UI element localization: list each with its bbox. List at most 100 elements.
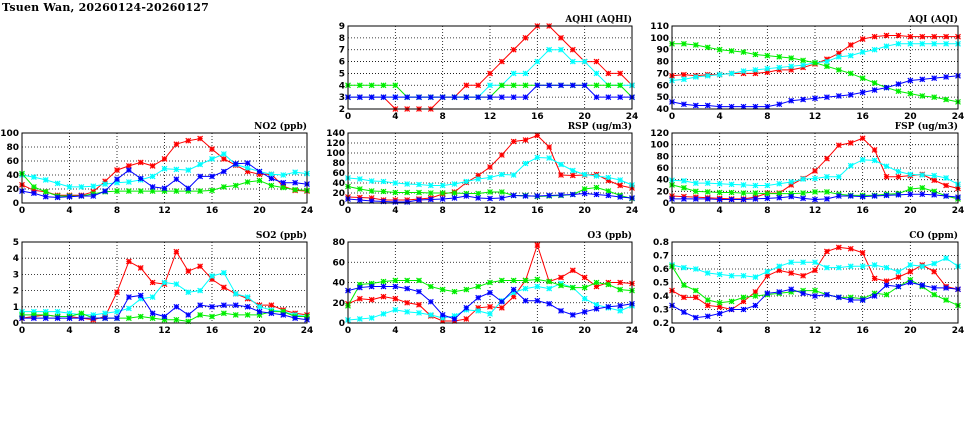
data-point xyxy=(617,177,624,183)
data-point xyxy=(522,82,529,89)
data-point xyxy=(800,272,807,279)
x-tick-label: 12 xyxy=(484,206,497,216)
data-point xyxy=(788,63,795,70)
data-point xyxy=(475,294,482,301)
x-tick-label: 16 xyxy=(856,112,869,122)
data-point xyxy=(823,94,830,101)
y-tick-label: 0.2 xyxy=(653,319,669,329)
data-point xyxy=(692,294,699,301)
data-point xyxy=(895,88,902,95)
data-point xyxy=(740,49,747,56)
data-point xyxy=(692,314,699,321)
data-point xyxy=(581,171,588,178)
data-point xyxy=(847,52,854,59)
data-point xyxy=(475,195,482,201)
data-point xyxy=(605,188,612,194)
data-point xyxy=(800,176,807,183)
data-point xyxy=(534,297,541,304)
data-point xyxy=(558,34,564,41)
data-point xyxy=(498,277,505,284)
data-point xyxy=(823,63,830,70)
data-point xyxy=(835,264,842,271)
data-point xyxy=(581,186,588,192)
data-point xyxy=(137,295,144,302)
data-point xyxy=(368,198,375,204)
plot-frame xyxy=(21,132,308,204)
data-point xyxy=(66,183,73,190)
data-point xyxy=(931,268,938,275)
data-point xyxy=(197,188,204,195)
y-tick-label: 4 xyxy=(339,81,345,91)
data-point xyxy=(931,284,938,291)
data-point xyxy=(728,196,735,203)
data-point xyxy=(209,173,215,180)
data-point xyxy=(368,188,375,194)
data-point xyxy=(114,188,120,195)
chart-title: CO (ppm) xyxy=(909,230,958,241)
data-point xyxy=(292,186,299,193)
x-tick-label: 4 xyxy=(66,326,72,336)
data-point xyxy=(680,282,687,289)
data-point xyxy=(907,77,914,84)
data-point xyxy=(871,46,878,53)
data-point xyxy=(173,176,180,183)
data-point xyxy=(835,142,842,149)
data-point xyxy=(416,309,422,316)
data-point xyxy=(356,281,363,288)
data-point xyxy=(776,267,783,274)
data-point xyxy=(161,185,168,192)
series-red-o3 xyxy=(345,242,635,324)
data-point xyxy=(125,188,132,195)
data-point xyxy=(244,179,251,185)
data-point xyxy=(871,157,878,164)
plot-frame xyxy=(347,132,633,204)
data-point xyxy=(546,144,553,150)
data-point xyxy=(380,283,387,290)
data-point xyxy=(605,174,612,181)
x-tick-label: 20 xyxy=(253,206,266,216)
y-tick-label: 70 xyxy=(656,69,669,79)
data-point xyxy=(356,94,363,101)
data-point xyxy=(680,101,687,108)
data-point xyxy=(232,182,239,189)
data-point xyxy=(716,310,723,317)
data-point xyxy=(752,66,759,73)
data-point xyxy=(498,58,505,65)
data-point xyxy=(883,163,890,170)
data-point xyxy=(137,188,144,195)
data-point xyxy=(522,285,529,292)
data-point xyxy=(368,178,375,184)
data-point xyxy=(30,187,37,194)
data-point xyxy=(883,43,890,50)
data-point xyxy=(498,171,505,178)
data-point xyxy=(800,195,807,202)
data-point xyxy=(546,155,553,161)
data-point xyxy=(764,65,771,72)
data-point xyxy=(30,183,37,190)
data-point xyxy=(125,294,132,301)
data-point xyxy=(368,82,375,89)
data-point xyxy=(788,97,795,104)
data-point xyxy=(716,180,723,187)
data-point xyxy=(280,184,287,191)
data-point xyxy=(581,58,588,65)
y-tick-label: 5 xyxy=(13,238,19,248)
data-point xyxy=(823,248,830,255)
data-point xyxy=(475,172,482,179)
y-tick-label: 3 xyxy=(13,270,19,280)
data-point xyxy=(907,268,914,275)
data-point xyxy=(871,146,878,153)
data-point xyxy=(30,315,37,322)
y-tick-label: 60 xyxy=(332,169,345,179)
data-point xyxy=(522,94,529,101)
x-tick-label: 20 xyxy=(904,326,917,336)
data-point xyxy=(197,173,204,180)
data-point xyxy=(823,264,830,271)
x-tick-label: 20 xyxy=(578,326,591,336)
data-point xyxy=(847,245,854,252)
data-point xyxy=(800,190,807,197)
y-tick-label: 80 xyxy=(6,143,19,153)
data-point xyxy=(871,87,878,93)
data-point xyxy=(380,293,387,300)
